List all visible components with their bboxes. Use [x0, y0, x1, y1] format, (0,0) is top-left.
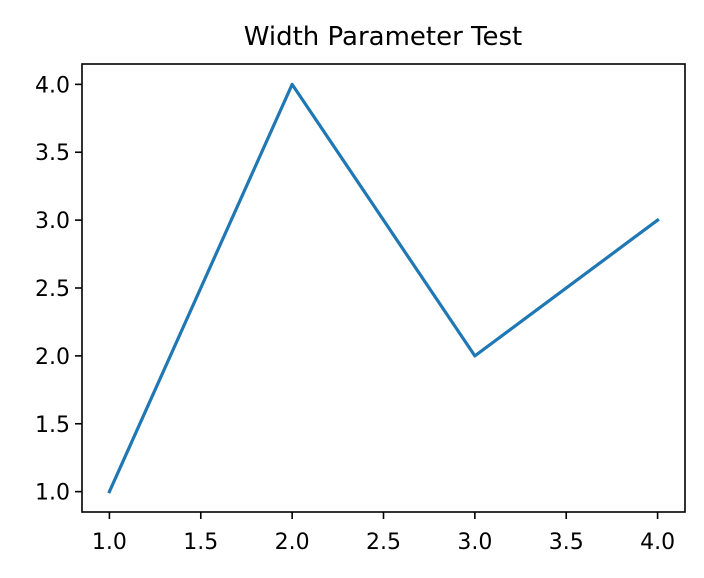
chart-title: Width Parameter Test: [244, 22, 523, 52]
plot-area: [107, 82, 660, 494]
y-tick-label: 4.0: [35, 73, 70, 98]
x-tick-label: 1.0: [92, 530, 127, 555]
y-axis: 1.0 1.5 2.0 2.5 3.0 3.5 4.0: [35, 73, 82, 506]
y-tick-label: 1.0: [35, 481, 70, 506]
y-tick-label: 2.0: [35, 345, 70, 370]
x-tick-label: 3.0: [457, 530, 492, 555]
y-tick-label: 3.0: [35, 209, 70, 234]
y-tick-label: 3.5: [35, 141, 70, 166]
y-tick-label: 2.5: [35, 277, 70, 302]
x-tick-label: 2.0: [275, 530, 310, 555]
x-tick-label: 2.5: [366, 530, 401, 555]
series-line-0: [107, 82, 660, 494]
x-axis: 1.0 1.5 2.0 2.5 3.0 3.5 4.0: [92, 512, 675, 555]
x-tick-label: 4.0: [640, 530, 675, 555]
x-tick-label: 3.5: [549, 530, 584, 555]
y-tick-label: 1.5: [35, 413, 70, 438]
x-tick-label: 1.5: [183, 530, 218, 555]
